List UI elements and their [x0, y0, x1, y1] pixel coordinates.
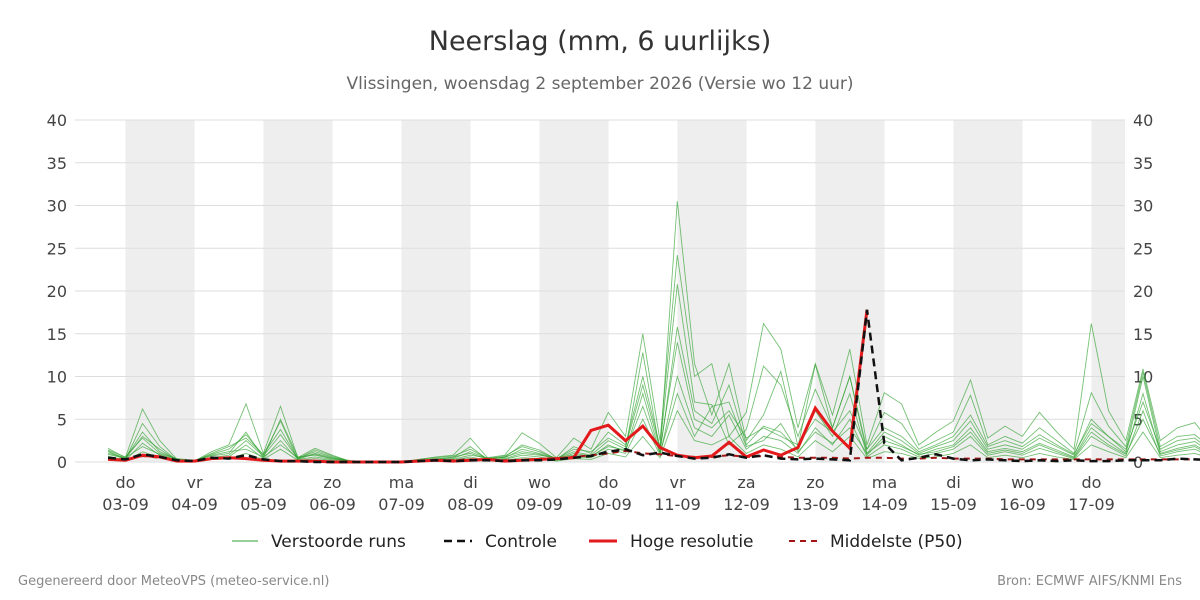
x-tick-date: 04-09 [171, 495, 218, 514]
y-tick-label: 20 [1133, 282, 1153, 301]
footer-generated: Gegenereerd door MeteoVPS (meteo-service… [18, 574, 329, 589]
x-tick-day: do [599, 473, 619, 492]
x-tick-day: ma [389, 473, 414, 492]
x-tick-date: 17-09 [1068, 495, 1115, 514]
x-tick-day: wo [1011, 473, 1034, 492]
y-axis-left: 0 5 10 15 20 25 30 35 40 [47, 111, 67, 472]
x-tick-day: vr [186, 473, 202, 492]
chart-subtitle: Vlissingen, woensdag 2 september 2026 (V… [347, 74, 854, 94]
x-tick-date: 14-09 [861, 495, 908, 514]
y-tick-label: 0 [1133, 453, 1143, 472]
x-tick-date: 10-09 [585, 495, 632, 514]
x-tick-day: zo [323, 473, 341, 492]
x-axis-labels: do 03-09 vr 04-09 za 05-09 zo 06-09 ma 07-09 di 08-… [102, 473, 1115, 514]
legend-label-ensemble: Verstoorde runs [271, 532, 406, 552]
x-tick-day: do [1082, 473, 1102, 492]
y-tick-label: 40 [47, 111, 67, 130]
ensemble-run-line [107, 201, 1200, 463]
x-tick-date: 11-09 [654, 495, 701, 514]
y-tick-label: 25 [47, 239, 67, 258]
y-tick-label: 40 [1133, 111, 1153, 130]
y-tick-label: 35 [1133, 154, 1153, 173]
y-tick-label: 15 [1133, 325, 1153, 344]
x-tick-date: 15-09 [930, 495, 977, 514]
x-tick-date: 08-09 [447, 495, 494, 514]
x-tick-day: wo [528, 473, 551, 492]
x-tick-day: za [737, 473, 755, 492]
y-tick-label: 30 [47, 197, 67, 216]
footer-source: Bron: ECMWF AIFS/KNMI Ens [997, 574, 1182, 589]
legend-label-high_res: Hoge resolutie [630, 532, 754, 552]
y-tick-label: 5 [57, 410, 67, 429]
high-res-line [107, 309, 869, 464]
x-tick-date: 03-09 [102, 495, 149, 514]
x-tick-day: zo [806, 473, 824, 492]
x-tick-day: za [254, 473, 272, 492]
y-tick-label: 35 [47, 154, 67, 173]
y-tick-label: 25 [1133, 239, 1153, 258]
legend: Verstoorde runs Controle Hoge resolutie Mid… [232, 532, 963, 552]
y-tick-label: 10 [47, 368, 67, 387]
x-tick-date: 13-09 [792, 495, 839, 514]
chart-title: Neerslag (mm, 6 uurlijks) [429, 26, 771, 57]
x-tick-day: vr [669, 473, 685, 492]
x-tick-date: 09-09 [516, 495, 563, 514]
y-tick-label: 0 [57, 453, 67, 472]
x-tick-date: 06-09 [309, 495, 356, 514]
y-tick-label: 20 [47, 282, 67, 301]
control-line [107, 309, 1200, 464]
y-tick-label: 5 [1133, 410, 1143, 429]
x-tick-date: 16-09 [999, 495, 1046, 514]
main-series [107, 309, 1200, 464]
x-tick-date: 05-09 [240, 495, 287, 514]
x-tick-day: ma [872, 473, 897, 492]
x-tick-date: 12-09 [723, 495, 770, 514]
grid-lines [75, 119, 1125, 463]
x-tick-day: do [116, 473, 136, 492]
y-tick-label: 15 [47, 325, 67, 344]
y-tick-label: 30 [1133, 197, 1153, 216]
x-tick-day: di [946, 473, 961, 492]
x-tick-date: 07-09 [378, 495, 425, 514]
legend-label-median: Middelste (P50) [830, 532, 963, 552]
x-tick-day: di [463, 473, 478, 492]
legend-label-control: Controle [485, 532, 557, 552]
